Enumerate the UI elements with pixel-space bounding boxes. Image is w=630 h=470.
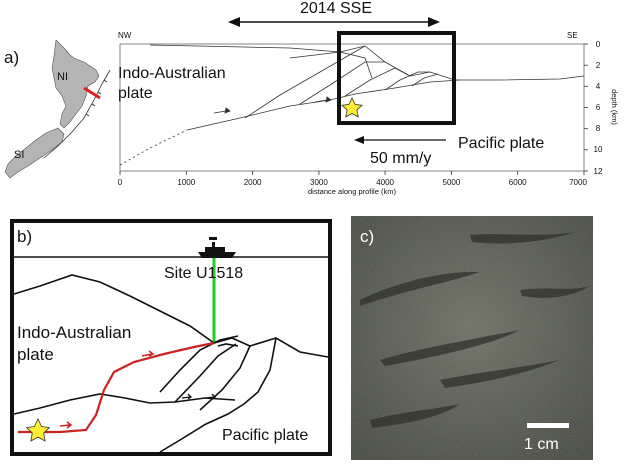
thrust-1	[244, 45, 366, 119]
scale-bar-label: 1 cm	[524, 436, 559, 453]
north-island-shape	[51, 39, 100, 129]
convergence-rate-arrow: 50 mm/y	[354, 136, 446, 167]
sse-extent-arrow: 2014 SSE	[228, 0, 440, 27]
x-tick-2000: 2000	[244, 178, 262, 187]
panel-c: c) 1 cm	[351, 216, 593, 460]
profile-location-line	[83, 86, 101, 100]
x-tick-1000: 1000	[177, 178, 195, 187]
lower-plate-label: Pacific plate	[458, 135, 544, 152]
x-tick-4000: 4000	[376, 178, 394, 187]
thrust-6	[339, 51, 373, 79]
thrust-b2	[174, 343, 237, 403]
panel-b-label: b)	[17, 227, 32, 246]
drill-ship-icon	[198, 237, 236, 258]
earthquake-star-a	[341, 97, 363, 118]
plate-boundary-line	[43, 69, 111, 159]
y-tick-2: 2	[596, 61, 601, 70]
south-island-label: SI	[14, 149, 24, 161]
y-tick-12: 12	[594, 167, 603, 176]
panel-b-upper-plate-line2: plate	[17, 345, 54, 364]
red-slip-arrow-upper	[141, 350, 155, 357]
sse-label: 2014 SSE	[300, 0, 372, 17]
sse-box	[337, 31, 456, 125]
frontal-slope	[159, 337, 277, 453]
y-ticks	[584, 43, 588, 172]
panel-b: b) Site U1518 Indo-	[10, 219, 332, 456]
red-slip-arrow-lower	[59, 421, 73, 429]
nw-label: NW	[118, 31, 132, 40]
y-tick-8: 8	[596, 124, 601, 133]
black-slip-arrow-2	[205, 393, 217, 400]
red-fault-trace	[18, 341, 215, 434]
upper-plate-label-line2: plate	[118, 85, 153, 102]
north-island-label: NI	[57, 71, 68, 83]
x-axis-label: distance along profile (km)	[308, 187, 396, 196]
y-axis: 0 2 4 6 8 10 12 depth (km)	[584, 40, 619, 176]
y-tick-4: 4	[596, 82, 601, 91]
thrust-5	[411, 73, 439, 87]
y-tick-6: 6	[596, 103, 601, 112]
x-tick-3000: 3000	[310, 178, 328, 187]
y-axis-label: depth (km)	[610, 89, 619, 125]
x-tick-5000: 5000	[443, 178, 461, 187]
subduction-teeth	[85, 79, 108, 117]
x-ticks	[119, 171, 585, 175]
core-fabric-lenses	[360, 232, 590, 428]
thrust-b4	[217, 343, 239, 347]
panel-b-slip-arrows	[59, 350, 217, 429]
profile-geology	[119, 44, 585, 166]
new-zealand-map: NI SI	[4, 39, 111, 179]
panel-b-lower-plate-label: Pacific plate	[222, 427, 308, 444]
y-tick-0: 0	[596, 40, 601, 49]
south-island-shape	[4, 127, 65, 179]
x-tick-0: 0	[118, 178, 123, 187]
panel-a-label: a)	[4, 48, 19, 67]
black-slip-arrow-1	[181, 393, 193, 400]
x-tick-7000: 7000	[569, 178, 587, 187]
se-label: SE	[567, 31, 578, 40]
x-tick-6000: 6000	[509, 178, 527, 187]
x-axis: 0 1000 2000 3000 4000 5000 6000 7000 dis…	[118, 171, 587, 196]
rate-label: 50 mm/y	[370, 150, 431, 167]
panel-b-geology	[13, 274, 329, 453]
scale-bar	[527, 423, 569, 428]
panel-c-label: c)	[360, 227, 374, 246]
decollement	[13, 393, 236, 415]
panel-b-frame	[10, 219, 332, 456]
dashed-interface	[119, 129, 188, 166]
earthquake-star-b	[25, 418, 51, 442]
upper-plate-label-line1: Indo-Australian	[118, 65, 226, 82]
thrust-b1	[159, 335, 239, 393]
thrust-4	[384, 71, 430, 91]
panel-b-upper-plate-line1: Indo-Australian	[17, 323, 131, 342]
site-label: Site U1518	[164, 265, 243, 282]
thrust-b3	[199, 345, 251, 411]
thrust-7	[289, 51, 341, 59]
thrust-3	[344, 67, 411, 97]
panel-a: a) NI SI 2014 SSE NW SE	[4, 0, 619, 196]
y-tick-10: 10	[594, 145, 603, 154]
thrust-2	[299, 61, 385, 105]
slip-arrows	[213, 96, 332, 114]
